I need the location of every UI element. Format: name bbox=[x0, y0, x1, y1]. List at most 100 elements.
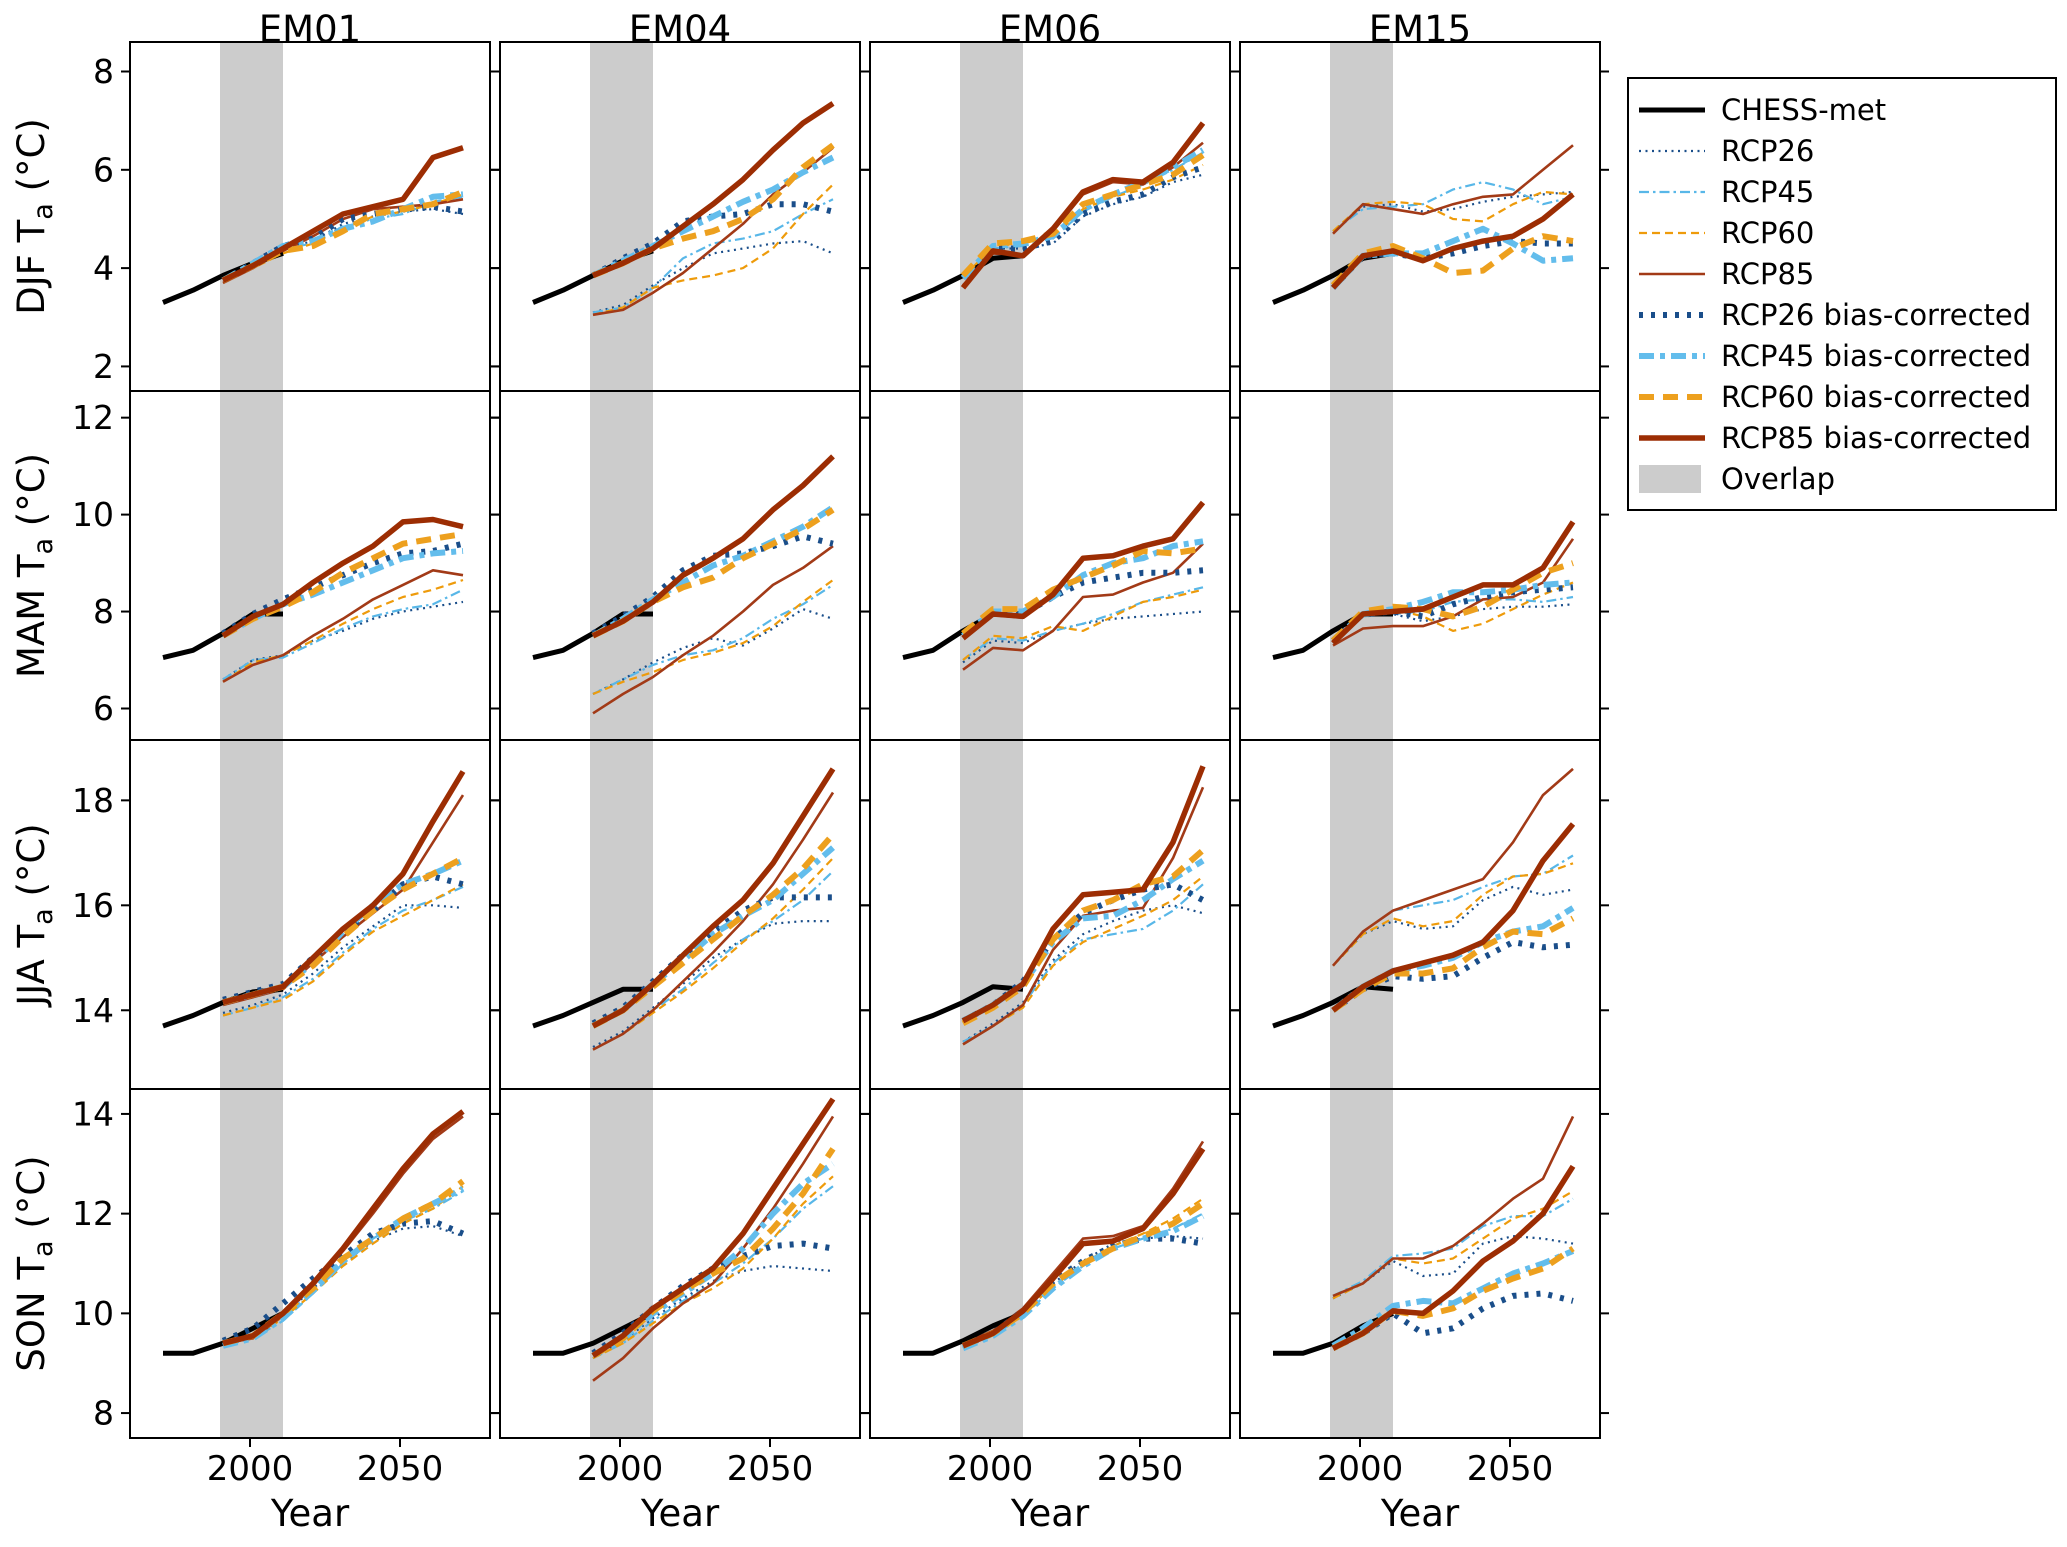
series-rcp85-bc bbox=[591, 101, 835, 279]
series-rcp26 bbox=[1332, 885, 1574, 967]
y-tick-label: 6 bbox=[93, 689, 114, 728]
axes-frame bbox=[129, 1088, 491, 1439]
series-rcp45-bc bbox=[591, 845, 835, 1029]
overlap-band bbox=[960, 391, 1023, 740]
series-rcp60 bbox=[1332, 862, 1574, 967]
axes-frame bbox=[499, 1088, 861, 1439]
subplot-EM04-JJA bbox=[491, 739, 869, 1098]
overlap-band bbox=[960, 42, 1023, 391]
legend-swatch-chess-met bbox=[1639, 107, 1705, 112]
series-rcp85 bbox=[222, 568, 464, 683]
series-rcp26-bc bbox=[961, 567, 1204, 639]
series-rcp45 bbox=[1332, 1197, 1574, 1297]
legend-label: RCP60 bbox=[1721, 215, 1815, 250]
plot-background bbox=[870, 740, 1230, 1089]
overlap-band bbox=[960, 740, 1023, 1089]
overlap-band bbox=[1330, 1089, 1393, 1438]
subplot-EM06-MAM bbox=[861, 390, 1239, 749]
y-axis-label-djf: DJF Ta (°C) bbox=[10, 118, 59, 315]
y-tick-label: 10 bbox=[72, 495, 114, 534]
series-rcp60 bbox=[962, 588, 1204, 661]
overlap-band bbox=[1330, 740, 1393, 1089]
series-rcp85-bc bbox=[1331, 822, 1576, 1013]
column-title-em01: EM01 bbox=[258, 8, 362, 51]
x-tick-label: 2000 bbox=[207, 1449, 294, 1489]
series-rcp60-bc bbox=[961, 847, 1205, 1027]
series-rcp45 bbox=[592, 583, 834, 695]
legend-item-rcp26: RCP26 bbox=[1635, 130, 2049, 171]
y-tick-label: 2 bbox=[93, 347, 114, 386]
subplot-EM15-MAM bbox=[1231, 390, 1609, 749]
legend-item-rcp60: RCP60 bbox=[1635, 212, 2049, 253]
series-rcp60-bc bbox=[221, 531, 464, 639]
legend-label: RCP85 bias-corrected bbox=[1721, 420, 2032, 455]
x-tick-label: 2050 bbox=[1097, 1449, 1184, 1489]
legend-label: RCP85 bbox=[1721, 256, 1815, 291]
series-chess-met bbox=[1272, 984, 1394, 1029]
series-rcp60-bc bbox=[591, 142, 835, 279]
legend-swatch-rcp45-bc bbox=[1639, 352, 1705, 359]
x-tick-label: 2000 bbox=[947, 1449, 1034, 1489]
series-rcp26 bbox=[592, 240, 834, 314]
series-rcp60-bc bbox=[961, 1201, 1205, 1349]
series-rcp60 bbox=[592, 1175, 834, 1360]
overlap-band bbox=[590, 42, 653, 391]
series-rcp60 bbox=[222, 578, 464, 683]
series-rcp85 bbox=[592, 545, 834, 715]
x-axis-label: Year bbox=[270, 1492, 350, 1535]
column-title-em06: EM06 bbox=[998, 8, 1102, 51]
series-rcp85-bc bbox=[1331, 520, 1576, 646]
series-rcp85-bc bbox=[221, 516, 464, 639]
series-rcp26-bc bbox=[960, 164, 1204, 281]
overlap-band bbox=[1330, 42, 1393, 391]
series-chess-met bbox=[902, 984, 1024, 1029]
legend-swatch-rcp26-bc bbox=[1639, 311, 1705, 318]
y-tick-label: 16 bbox=[72, 886, 114, 925]
series-rcp26-bc bbox=[1331, 1290, 1574, 1351]
legend-item-rcp85-bias-corrected: RCP85 bias-corrected bbox=[1635, 417, 2049, 458]
subplot-EM04-DJF bbox=[491, 41, 869, 400]
overlap-band bbox=[590, 1089, 653, 1438]
series-rcp85-bc bbox=[591, 767, 836, 1029]
legend-label: RCP60 bias-corrected bbox=[1721, 379, 2032, 414]
series-rcp85-bc bbox=[960, 121, 1206, 290]
series-rcp45-bc bbox=[1331, 1248, 1575, 1349]
series-rcp85-bc bbox=[222, 1109, 465, 1346]
y-tick-label: 8 bbox=[93, 52, 114, 91]
series-rcp60-bc bbox=[591, 832, 836, 1029]
legend-swatch-rcp26 bbox=[1639, 149, 1705, 152]
subplot-EM01-DJF: 2 4 6 8 bbox=[93, 41, 499, 400]
y-tick-label: 8 bbox=[93, 592, 114, 631]
overlap-band bbox=[220, 1089, 283, 1438]
legend-swatch-rcp60-bc bbox=[1639, 393, 1705, 400]
series-rcp45-bc bbox=[591, 1161, 835, 1359]
legend-swatch-rcp85-bc bbox=[1639, 434, 1705, 441]
overlap-swatch-patch bbox=[1639, 464, 1701, 493]
legend-label: CHESS-met bbox=[1721, 92, 1887, 127]
subplot-EM06-DJF bbox=[861, 41, 1239, 400]
plot-background bbox=[500, 391, 860, 740]
series-rcp85 bbox=[962, 542, 1204, 671]
plot-background bbox=[130, 740, 490, 1089]
legend-label: RCP26 bbox=[1721, 133, 1815, 168]
y-tick-label: 10 bbox=[72, 1294, 114, 1333]
legend-item-chess-met: CHESS-met bbox=[1635, 89, 2049, 130]
x-axis-label: Year bbox=[1010, 1492, 1090, 1535]
y-tick-label: 12 bbox=[72, 398, 114, 437]
series-rcp60-bc bbox=[222, 1178, 465, 1347]
plot-background bbox=[870, 1089, 1230, 1438]
series-rcp85-bc bbox=[591, 1097, 836, 1358]
series-rcp85-bc bbox=[961, 765, 1206, 1024]
plot-background bbox=[130, 42, 490, 391]
legend-item-rcp85: RCP85 bbox=[1635, 253, 2049, 294]
series-rcp45-bc bbox=[961, 538, 1204, 639]
y-tick-label: 8 bbox=[93, 1394, 114, 1433]
plot-background bbox=[1240, 391, 1600, 740]
series-rcp85 bbox=[592, 1115, 835, 1382]
legend-label: RCP45 bbox=[1721, 174, 1815, 209]
x-tick-label: 2000 bbox=[1317, 1449, 1404, 1489]
series-rcp85-bc bbox=[961, 1147, 1206, 1349]
series-rcp85-bc bbox=[591, 454, 835, 639]
series-rcp26-bc bbox=[1331, 939, 1574, 1013]
overlap-band bbox=[220, 42, 283, 391]
